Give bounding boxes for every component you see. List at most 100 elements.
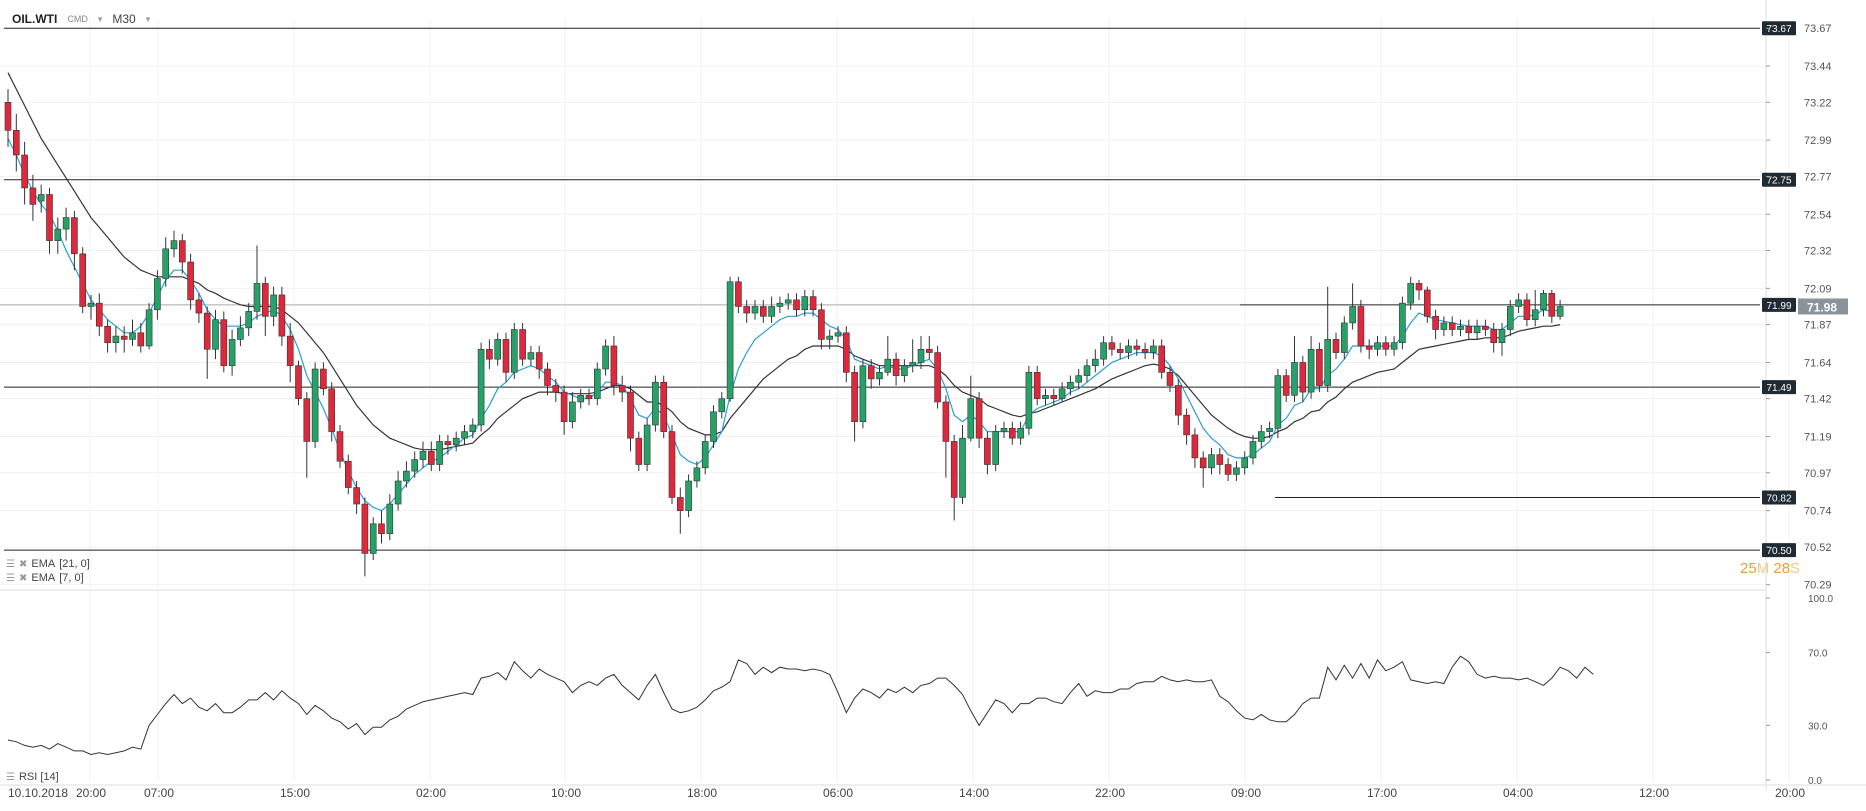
candle-body [1042,395,1049,399]
candle-body [1307,348,1315,393]
candle-body [1208,454,1215,469]
candle-body [1141,348,1149,353]
time-axis: 10.10.2018 20:00 07:00 15:00 02:00 10:00 18:00… [8,786,1805,800]
candle-body [295,365,302,399]
price-tick-label: 72.77 [1804,171,1832,183]
close-icon[interactable]: ✖ [18,572,28,584]
level-tag [1762,297,1796,312]
chart-header: OIL.WTI CMD ▾ M30 ▾ [12,10,150,28]
settings-icon[interactable]: ☰ [6,771,15,783]
time-tick-label: 20:00 [76,786,106,800]
candle-body [892,358,900,376]
candle-body [1282,375,1290,396]
level-tag [1762,21,1796,36]
candle-body [884,358,892,373]
candle-body [320,368,327,390]
candle-body [975,398,983,439]
candle-body [1067,381,1074,390]
candle-body [776,302,784,307]
candle-body [452,437,460,446]
settings-icon[interactable]: ☰ [6,572,15,584]
candle-body [1175,385,1182,416]
candle-body [876,372,883,380]
candle-body [1266,428,1273,432]
timeframe-selector[interactable]: M30 [112,12,136,26]
chevron-down-icon[interactable]: ▾ [97,13,103,24]
candle-body [394,480,402,505]
candle-body [992,431,1000,465]
level-label: 71.49 [1766,383,1791,394]
countdown-m: M [1756,560,1770,577]
candle-body [510,329,518,373]
candle-body [1548,292,1556,317]
candle-body [751,306,759,314]
candle-body [1258,431,1265,442]
candle-body [942,401,950,442]
candle-body [668,431,676,498]
candle-body [967,398,975,439]
candle-body [1158,345,1165,373]
candle-body [212,319,219,350]
candle-body [1349,306,1356,324]
candle-body [369,523,377,554]
candle-countdown: 25M 28S [1740,560,1800,577]
price-axis: 73.67 73.44 73.22 72.99 72.77 72.54 72.32 72.09… [1766,23,1848,592]
candle-body [228,339,236,367]
level-label: 71.99 [1766,301,1791,312]
candle-body [1166,372,1174,386]
candle-body [1382,342,1390,350]
candle-body [79,253,86,307]
candle-body [1083,365,1091,376]
candle-body [718,398,726,413]
candle-body [179,240,186,263]
candle-body [195,299,203,314]
time-tick-label: 06:00 [823,786,853,800]
time-tick-label: 10.10.2018 [8,786,68,800]
candle-body [1075,375,1082,383]
candle-body [486,348,493,360]
candle-body [1191,434,1199,459]
candle-body [784,299,792,304]
candle-body [726,281,734,399]
ema21-series [7,72,1561,451]
candle-body [569,401,576,423]
candle-body [809,296,817,311]
candle-body [187,261,194,301]
candle-body [552,385,560,393]
candle-body [1540,292,1547,311]
candle-body [1150,345,1157,353]
indicator-ema7[interactable]: ☰ ✖ EMA [7, 0] [6,572,84,584]
candle-body [1365,345,1373,350]
candle-body [801,296,809,311]
candle-body [610,345,618,386]
level-tag [1762,380,1796,395]
candle-body [353,487,360,505]
candle-body [303,398,311,442]
candle-body [403,470,410,482]
candle-body [203,312,211,350]
candle-body [162,248,169,279]
chevron-down-icon[interactable]: ▾ [145,13,151,24]
symbol-label[interactable]: OIL.WTI [12,12,58,26]
close-icon[interactable]: ✖ [18,558,28,570]
indicator-ema21[interactable]: ☰ ✖ EMA [21, 0] [6,558,90,570]
candle-body [427,451,435,465]
candle-body [386,503,394,534]
settings-icon[interactable]: ☰ [6,558,15,570]
candle-body [1224,464,1232,475]
candle-body [1473,325,1481,334]
candle-body [154,278,161,311]
candle-body [461,431,468,439]
countdown-minutes: 25 [1740,560,1757,577]
horizontal-levels: 73.67 72.75 71.99 71.49 70.82 70.50 [0,21,1796,558]
indicator-rsi[interactable]: ☰ RSI [14] [6,771,59,783]
time-tick-label: 09:00 [1231,786,1261,800]
candle-body [1490,329,1497,343]
candle-body [1316,348,1323,386]
candle-body [336,431,344,462]
price-tick-label: 72.09 [1804,283,1832,295]
indicator-params: [21, 0] [59,558,90,570]
candle-body [660,381,668,432]
candle-body [253,283,261,312]
